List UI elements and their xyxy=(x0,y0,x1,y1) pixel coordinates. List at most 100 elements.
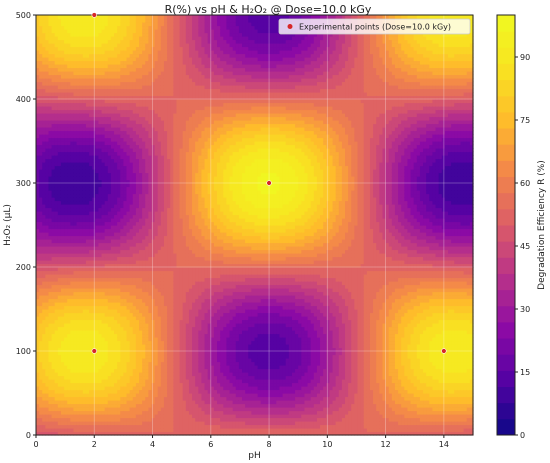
contour-cell xyxy=(36,78,40,83)
contour-cell xyxy=(36,337,40,342)
contour-cell xyxy=(39,302,43,307)
contour-cell xyxy=(36,253,40,258)
contour-cell xyxy=(36,95,40,100)
contour-cell xyxy=(36,29,40,34)
contour-cell xyxy=(36,424,40,429)
contour-cell xyxy=(36,64,40,69)
contour-cell xyxy=(39,368,43,373)
contour-cell xyxy=(39,319,43,324)
contour-cell xyxy=(36,305,40,310)
contour-cell xyxy=(36,130,40,135)
contour-cell xyxy=(36,407,40,412)
contour-cell xyxy=(39,407,43,412)
contour-cell xyxy=(39,274,43,279)
contour-cell xyxy=(36,291,40,296)
chart-title: R(%) vs pH & H₂O₂ @ Dose=10.0 kGy xyxy=(165,3,372,16)
contour-cell xyxy=(36,186,40,191)
contour-cell xyxy=(39,312,43,317)
contour-cell xyxy=(36,81,40,86)
contour-cell xyxy=(36,134,40,139)
contour-cell xyxy=(39,365,43,370)
contour-cell xyxy=(36,218,40,223)
contour-cell xyxy=(36,172,40,177)
contour-cell xyxy=(36,39,40,44)
contour-cell xyxy=(39,428,43,433)
contour-cell xyxy=(36,403,40,408)
contour-cell xyxy=(36,284,40,289)
contour-cell xyxy=(36,344,40,349)
contour-cell xyxy=(39,256,43,261)
contour-cell xyxy=(36,32,40,37)
contour-cell xyxy=(39,333,43,338)
contour-cell xyxy=(39,284,43,289)
contour-cell xyxy=(36,109,40,114)
contour-cell xyxy=(36,214,40,219)
contour-cell xyxy=(39,347,43,352)
contour-cell xyxy=(39,358,43,363)
contour-cell xyxy=(36,88,40,93)
contour-cell xyxy=(39,291,43,296)
contour-cell xyxy=(36,193,40,198)
contour-cell xyxy=(36,162,40,167)
contour-cell xyxy=(39,330,43,335)
contour-cell xyxy=(36,431,40,436)
contour-cell xyxy=(36,165,40,170)
contour-cell xyxy=(36,18,40,23)
contour-cell xyxy=(36,354,40,359)
contour-cell xyxy=(39,298,43,303)
contour-cell xyxy=(36,298,40,303)
contour-cell xyxy=(39,242,43,247)
contour-cell xyxy=(36,123,40,128)
contour-cell xyxy=(36,141,40,146)
contour-cell xyxy=(36,421,40,426)
contour-cell xyxy=(36,116,40,121)
contour-cell xyxy=(36,379,40,384)
contour-cell xyxy=(36,368,40,373)
contour-cell xyxy=(36,113,40,118)
contour-cell xyxy=(39,424,43,429)
contour-cell xyxy=(36,158,40,163)
contour-cell xyxy=(36,57,40,62)
contour-cell xyxy=(36,295,40,300)
contour-cell xyxy=(39,323,43,328)
contour-cell xyxy=(36,148,40,153)
contour-cell xyxy=(36,22,40,27)
contour-cell xyxy=(36,46,40,51)
contour-cell xyxy=(36,330,40,335)
contour-cell xyxy=(36,204,40,209)
contour-cell xyxy=(39,228,43,233)
contour-cell xyxy=(39,267,43,272)
contour-cell xyxy=(36,25,40,30)
contour-cell xyxy=(36,102,40,107)
contour-cell xyxy=(36,312,40,317)
contour-cell xyxy=(36,375,40,380)
contour-cell xyxy=(36,106,40,111)
contour-cell xyxy=(36,197,40,202)
contour-cell xyxy=(36,137,40,142)
contour-cell xyxy=(39,260,43,265)
contour-cell xyxy=(39,386,43,391)
contour-cell xyxy=(36,428,40,433)
contour-cell xyxy=(36,347,40,352)
contour-cell xyxy=(39,400,43,405)
contour-cell xyxy=(39,361,43,366)
contour-cell xyxy=(39,421,43,426)
contour-cell xyxy=(39,431,43,436)
contour-cell xyxy=(36,200,40,205)
contour-cell xyxy=(39,372,43,377)
contour-cell xyxy=(36,316,40,321)
contour-cell xyxy=(39,214,43,219)
contour-cell xyxy=(36,274,40,279)
contour-cell xyxy=(36,228,40,233)
contour-cell xyxy=(36,389,40,394)
contour-cell xyxy=(36,386,40,391)
contour-cell xyxy=(39,410,43,415)
contour-cell xyxy=(36,120,40,125)
contour-cell xyxy=(36,340,40,345)
contour-cell xyxy=(36,319,40,324)
contour-cell xyxy=(39,414,43,419)
contour-cell xyxy=(36,256,40,261)
contour-cell xyxy=(36,267,40,272)
